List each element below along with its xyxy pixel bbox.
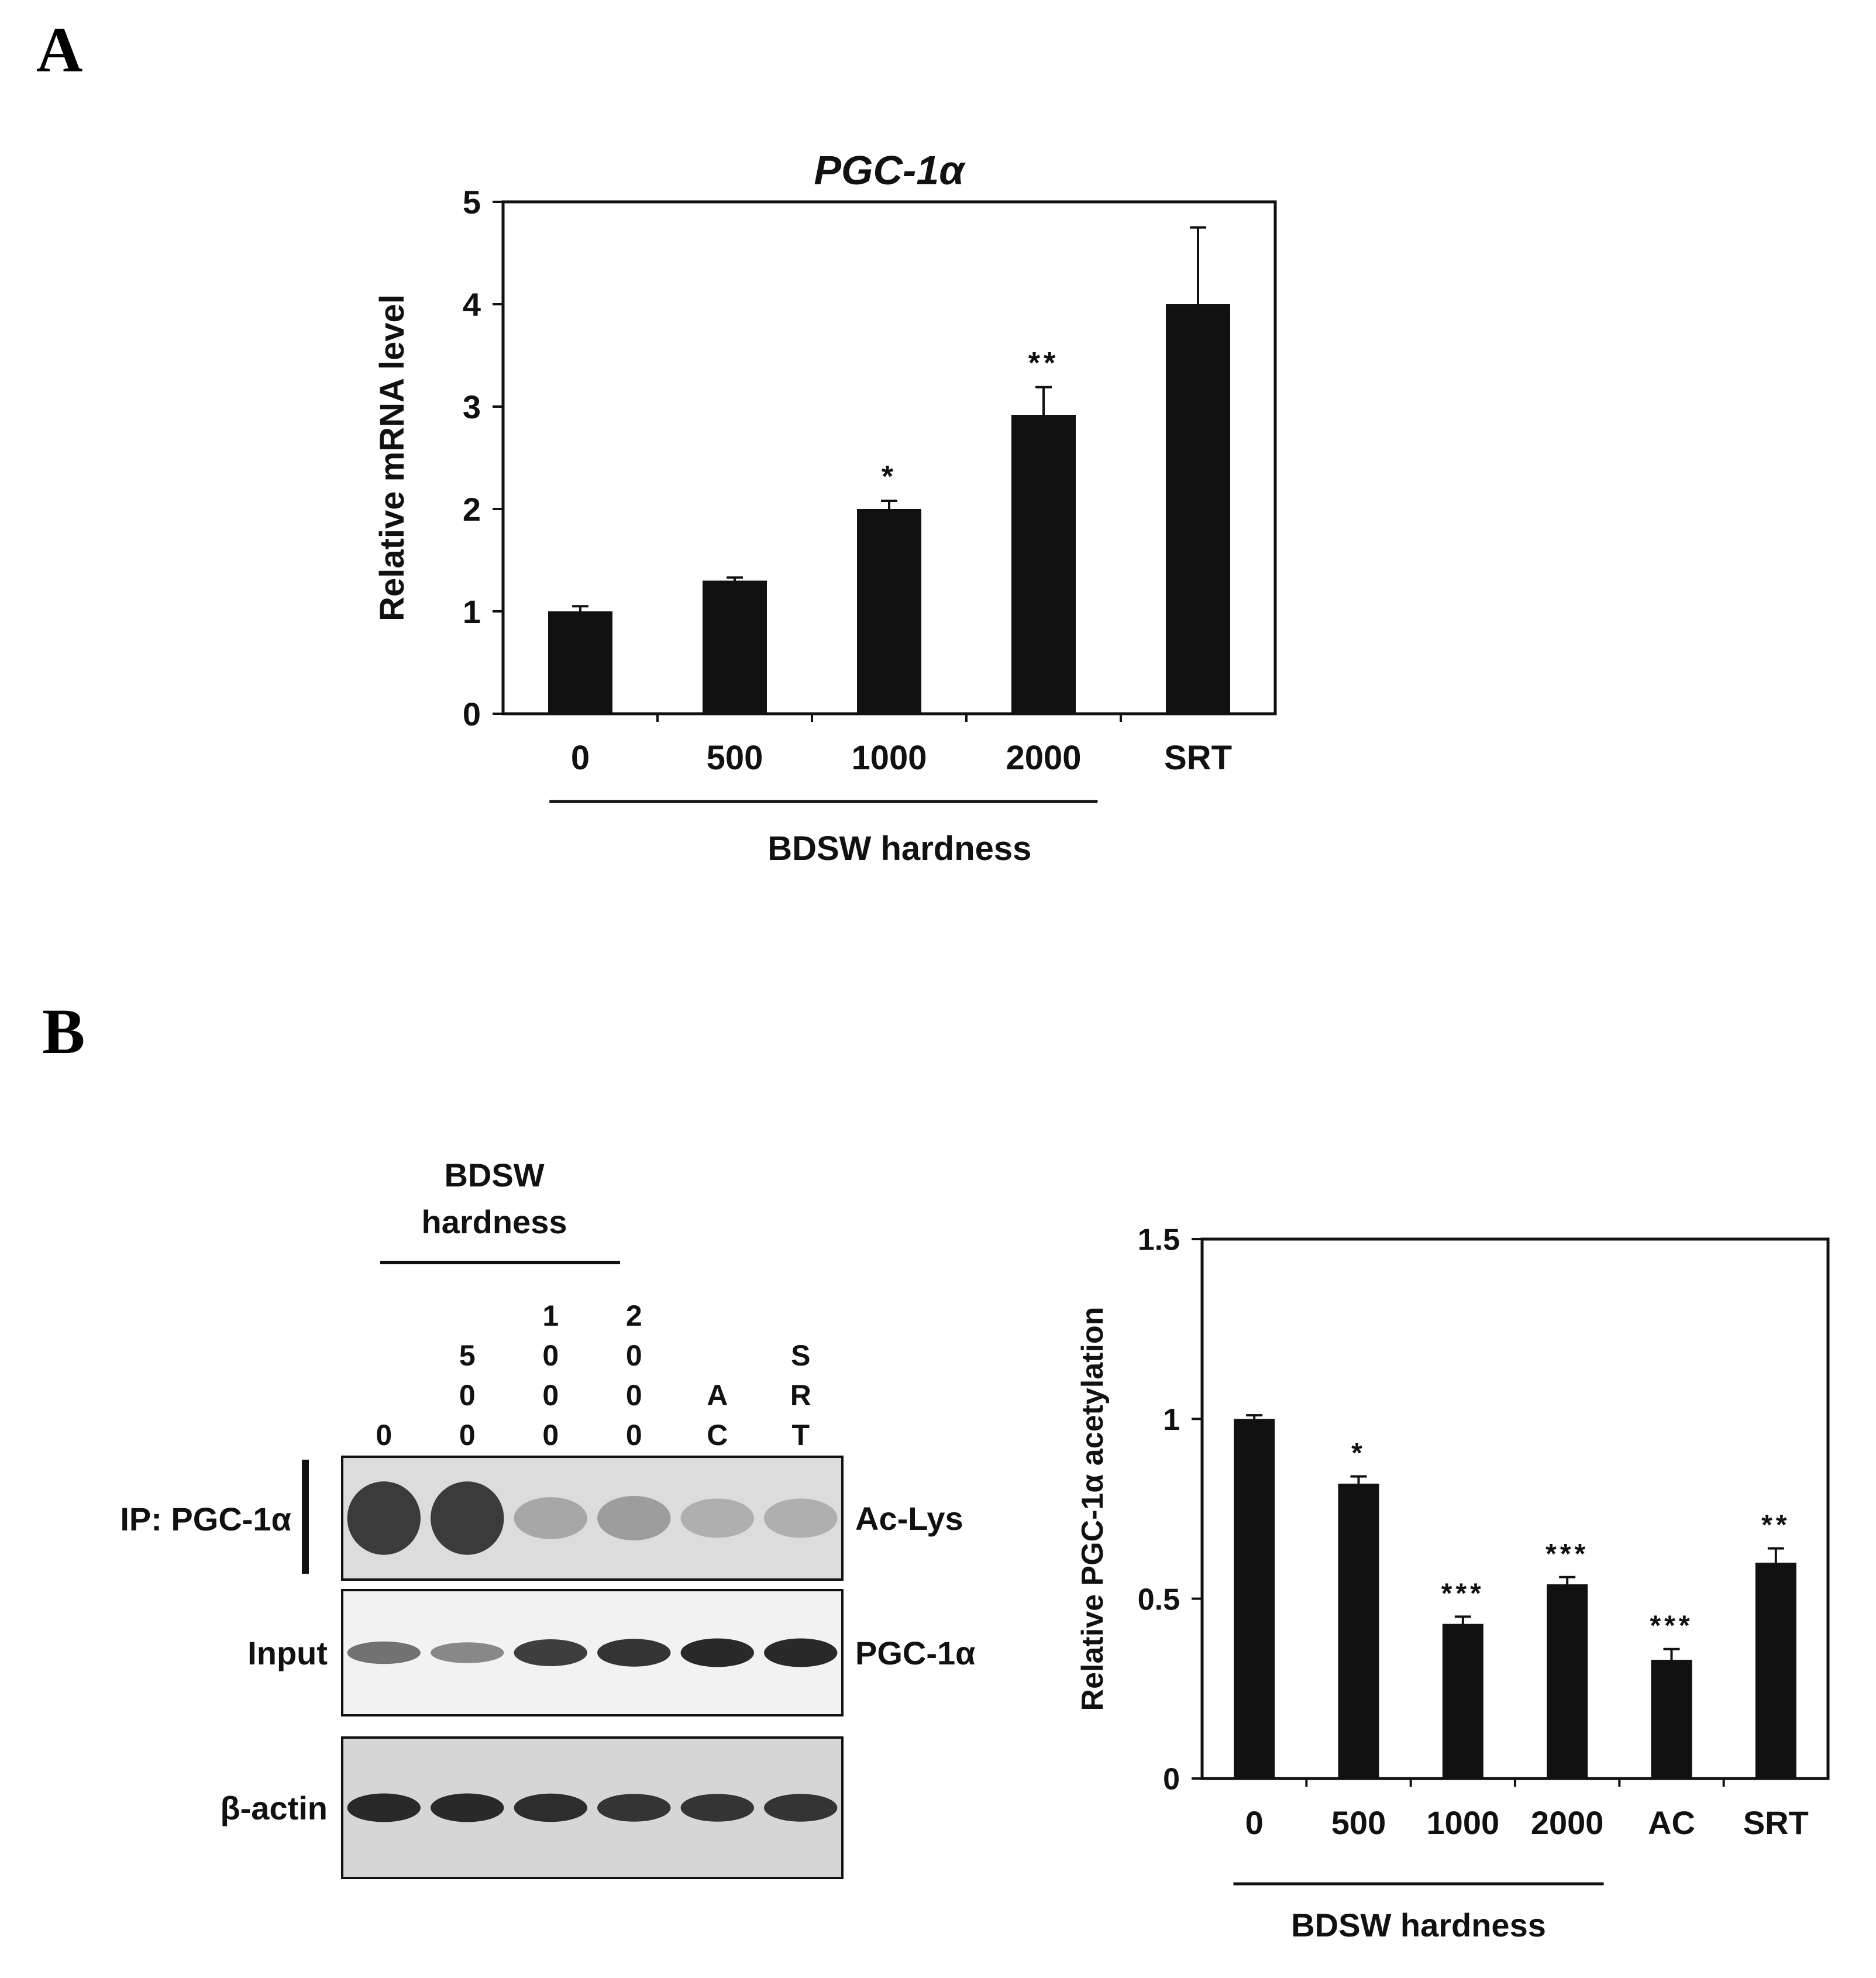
- significance-marker: ***: [1441, 1578, 1485, 1609]
- blot-band: [431, 1793, 504, 1822]
- lane-label: 0: [626, 1379, 642, 1412]
- significance-marker: *: [882, 460, 897, 494]
- x-category-label: 1000: [1427, 1804, 1500, 1841]
- blot-band: [597, 1794, 671, 1822]
- lane-label: 0: [376, 1419, 392, 1451]
- blot-row-left-label: β-actin: [220, 1790, 328, 1826]
- lane-label: 0: [626, 1419, 642, 1451]
- lane-label: 0: [542, 1419, 559, 1451]
- blot-strip: [341, 1456, 844, 1581]
- x-category-label: 2000: [1531, 1804, 1604, 1841]
- chart-b-acetylation: 0 0.5 1 1.5 Relative PGC-1α acetylation 0 * 500…: [1076, 1223, 1830, 1943]
- x-category-label: 2000: [1006, 739, 1081, 777]
- y-tick-label: 1: [463, 593, 481, 630]
- x-category-label: 0: [571, 739, 590, 777]
- y-axis-label: Relative mRNA level: [373, 294, 411, 621]
- y-tick-label: 4: [463, 286, 481, 323]
- bar: [857, 509, 921, 714]
- blot-row-left-label: Input: [247, 1635, 328, 1671]
- blot-strip: [341, 1589, 844, 1716]
- bar: [1011, 415, 1076, 714]
- lane-label: 0: [459, 1419, 476, 1451]
- chart-a-mrna: PGC-1α 0 1 2 3 4 5 Relative mRNA level 0 500 * 1000…: [373, 147, 1277, 868]
- blot-band: [514, 1793, 587, 1822]
- significance-marker: ***: [1545, 1539, 1589, 1570]
- y-tick-label: 0: [463, 696, 481, 732]
- lane-label: 1: [542, 1299, 559, 1332]
- blot-row-right-label: Ac-Lys: [855, 1500, 963, 1537]
- bar: [1755, 1563, 1796, 1779]
- y-tick-label: 2: [463, 491, 481, 528]
- blot-band: [347, 1793, 421, 1822]
- western-blot: BDSW hardness 0 5 0 0 1 0 0 0 2 0 0 0 AC SRT Ac-Lys Input…: [120, 1157, 976, 1879]
- lane-label: 0: [542, 1379, 559, 1412]
- lane-label: 0: [542, 1339, 559, 1372]
- bar: [703, 580, 767, 714]
- x-category-label: AC: [1648, 1804, 1695, 1841]
- blot-band: [764, 1794, 838, 1822]
- blot-band: [680, 1794, 754, 1822]
- blot-band: [680, 1498, 754, 1538]
- ip-label: IP: PGC-1α: [120, 1501, 291, 1537]
- x-category-label: SRT: [1164, 739, 1232, 777]
- blot-group-header: BDSW: [444, 1157, 544, 1193]
- x-category-label: 500: [1331, 1804, 1386, 1841]
- lane-label: T: [791, 1419, 810, 1451]
- group-label: BDSW hardness: [1291, 1907, 1546, 1943]
- blot-band: [597, 1639, 671, 1667]
- lane-label: C: [707, 1419, 728, 1451]
- blot-band: [514, 1497, 587, 1539]
- lane-label: S: [791, 1339, 810, 1372]
- blot-band: [597, 1496, 671, 1540]
- lane-label: 2: [626, 1299, 642, 1332]
- blot-band: [764, 1498, 838, 1538]
- significance-marker: **: [1028, 346, 1059, 380]
- chart-title: PGC-1α: [814, 147, 966, 193]
- x-category-label: 500: [707, 739, 763, 777]
- bar: [1651, 1660, 1692, 1779]
- blot-band: [764, 1638, 838, 1667]
- y-axis-label: Relative PGC-1α acetylation: [1076, 1307, 1110, 1711]
- blot-band: [347, 1481, 421, 1555]
- blot-band: [431, 1481, 504, 1555]
- lane-label: A: [707, 1379, 728, 1412]
- bar: [548, 611, 612, 714]
- lane-label: 0: [626, 1339, 642, 1372]
- panel-b-letter: B: [42, 996, 85, 1067]
- lane-label: 0: [459, 1379, 476, 1412]
- bar: [1338, 1483, 1379, 1779]
- blot-row-right-label: PGC-1α: [855, 1635, 976, 1671]
- bar: [1547, 1584, 1588, 1779]
- lane-label: 5: [459, 1339, 476, 1372]
- blot-band: [347, 1641, 421, 1664]
- y-tick-label: 1.5: [1138, 1223, 1180, 1257]
- blot-band: [680, 1638, 754, 1667]
- bar: [1234, 1419, 1275, 1779]
- group-label: BDSW hardness: [767, 830, 1031, 868]
- x-category-label: SRT: [1743, 1804, 1809, 1841]
- panel-a-letter: A: [36, 14, 82, 85]
- y-tick-label: 0: [1163, 1763, 1180, 1797]
- significance-marker: ***: [1650, 1611, 1693, 1642]
- y-tick-label: 0.5: [1138, 1583, 1180, 1616]
- y-tick-label: 5: [463, 184, 481, 221]
- blot-strip: [341, 1736, 844, 1879]
- y-tick-label: 1: [1163, 1403, 1180, 1437]
- plot-frame: [1200, 1237, 1830, 1780]
- blot-band: [431, 1642, 504, 1663]
- lane-label: R: [790, 1379, 811, 1412]
- bar: [1442, 1623, 1483, 1779]
- y-tick-label: 3: [463, 388, 481, 425]
- blot-band: [514, 1639, 587, 1666]
- significance-marker: **: [1761, 1510, 1790, 1541]
- blot-group-header: hardness: [422, 1203, 567, 1240]
- x-category-label: 1000: [851, 739, 927, 777]
- x-category-label: 0: [1245, 1804, 1264, 1841]
- significance-marker: *: [1351, 1438, 1366, 1469]
